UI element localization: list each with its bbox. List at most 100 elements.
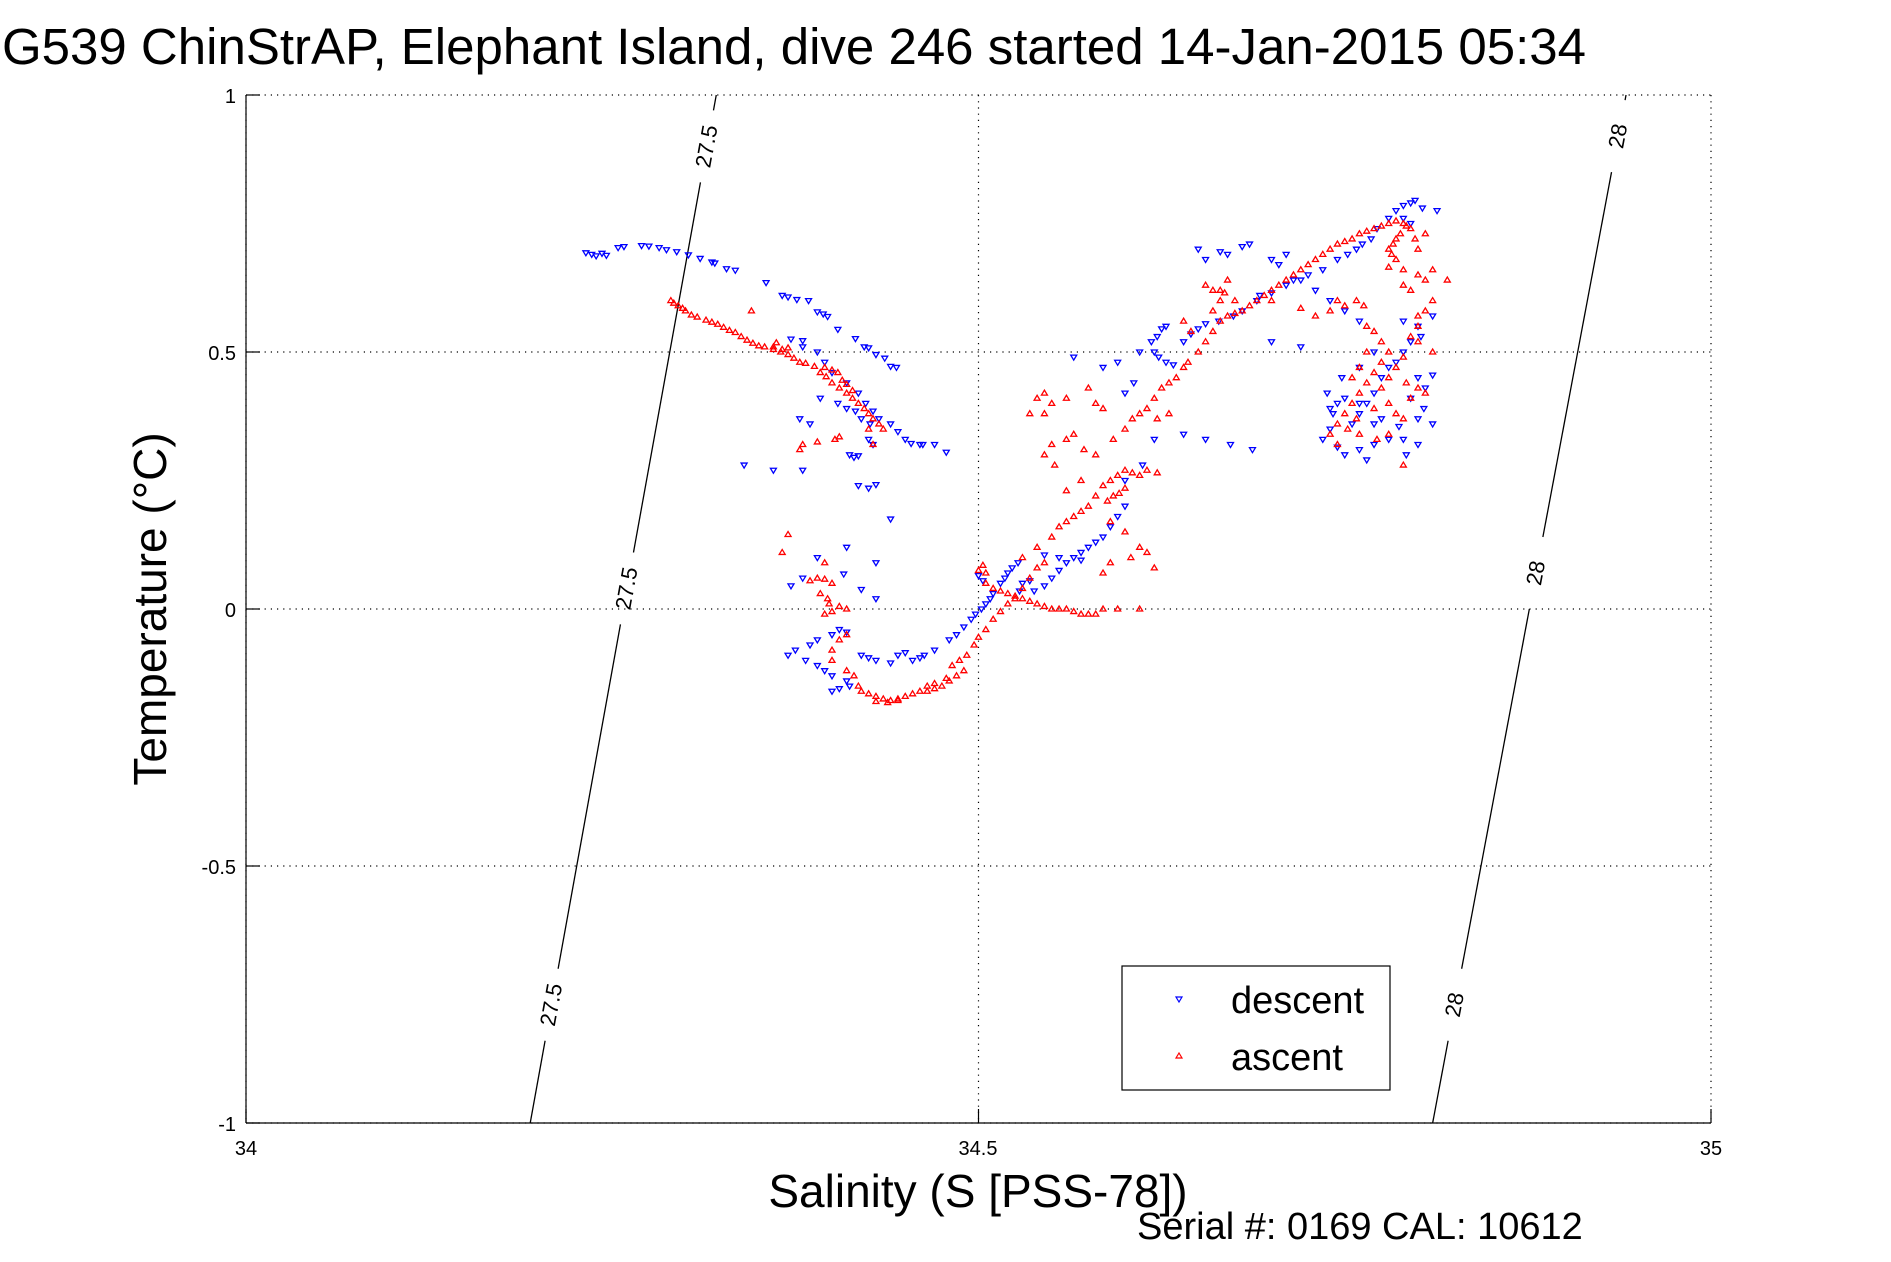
data-point-descent xyxy=(637,242,646,250)
x-axis-label: Salinity (S [PSS-78]) xyxy=(768,1165,1187,1217)
data-point-ascent xyxy=(1384,373,1393,381)
data-point-ascent xyxy=(719,323,728,330)
data-point-descent xyxy=(871,596,881,603)
data-point-ascent xyxy=(1252,296,1261,304)
data-point-ascent xyxy=(1355,429,1364,437)
data-point-ascent xyxy=(857,686,866,694)
data-point-descent xyxy=(798,338,807,345)
data-point-ascent xyxy=(798,440,807,448)
data-point-ascent xyxy=(820,363,829,371)
data-point-ascent xyxy=(1311,311,1320,319)
data-point-descent xyxy=(1296,344,1305,352)
data-point-descent xyxy=(952,632,961,639)
data-point-descent xyxy=(861,400,870,408)
data-point-descent xyxy=(833,400,843,408)
data-point-ascent xyxy=(1384,244,1393,252)
data-point-descent xyxy=(1113,359,1122,367)
data-point-descent xyxy=(1113,513,1122,521)
data-point-descent xyxy=(1120,477,1130,485)
data-point-descent xyxy=(1201,321,1210,328)
data-point-ascent xyxy=(981,568,990,576)
data-point-ascent xyxy=(1109,491,1118,499)
data-point-descent xyxy=(842,544,851,552)
data-point-descent xyxy=(786,336,796,344)
data-point-ascent xyxy=(923,686,932,694)
data-point-descent xyxy=(1399,215,1408,223)
data-point-ascent xyxy=(1120,527,1130,535)
data-point-ascent xyxy=(893,696,903,704)
data-point-descent xyxy=(722,266,731,273)
data-point-ascent xyxy=(874,419,884,427)
data-point-descent xyxy=(978,578,988,585)
data-point-ascent xyxy=(1362,322,1371,329)
data-point-descent xyxy=(1391,359,1401,367)
data-point-ascent xyxy=(1164,409,1174,417)
data-point-descent xyxy=(1008,565,1017,573)
data-point-ascent xyxy=(1062,393,1071,401)
data-point-ascent xyxy=(1032,599,1042,607)
data-point-descent xyxy=(801,657,810,665)
data-point-descent xyxy=(918,441,927,449)
data-point-ascent xyxy=(1179,316,1188,324)
data-point-ascent xyxy=(1047,532,1056,540)
data-point-ascent xyxy=(737,332,746,340)
data-point-descent xyxy=(1413,441,1423,449)
data-point-descent xyxy=(1340,452,1349,460)
data-point-descent xyxy=(1076,549,1086,557)
data-point-ascent xyxy=(772,338,781,346)
data-point-ascent xyxy=(1333,296,1342,304)
data-point-descent xyxy=(1154,354,1163,362)
data-point-ascent xyxy=(930,684,939,692)
data-point-descent xyxy=(1161,323,1171,331)
data-point-ascent xyxy=(1126,553,1136,561)
data-point-descent xyxy=(1226,441,1235,449)
data-point-descent xyxy=(1413,416,1423,424)
data-point-descent xyxy=(974,572,983,580)
data-point-ascent xyxy=(821,372,831,380)
data-point-ascent xyxy=(1267,286,1276,293)
data-point-descent xyxy=(827,688,837,696)
x-tick-label: 34.5 xyxy=(959,1138,998,1160)
data-point-descent xyxy=(1245,241,1254,249)
data-point-descent xyxy=(813,554,822,562)
data-point-descent xyxy=(783,294,793,302)
data-point-descent xyxy=(874,416,884,424)
data-point-ascent xyxy=(747,306,756,314)
data-point-ascent xyxy=(820,574,829,582)
data-point-descent xyxy=(1421,385,1430,393)
data-point-ascent xyxy=(978,561,988,568)
data-point-ascent xyxy=(1113,471,1122,479)
data-point-descent xyxy=(942,449,951,457)
data-point-ascent xyxy=(827,378,837,386)
data-point-ascent xyxy=(1413,270,1423,278)
data-point-ascent xyxy=(1428,347,1437,355)
data-point-ascent xyxy=(1369,368,1379,376)
data-point-descent xyxy=(672,249,681,257)
data-point-ascent xyxy=(1069,429,1078,437)
data-point-descent xyxy=(1040,552,1049,560)
data-point-descent xyxy=(1362,400,1371,408)
data-point-descent xyxy=(971,611,980,619)
data-point-descent xyxy=(1000,575,1010,583)
data-point-ascent xyxy=(969,640,979,648)
legend-descent-label: descent xyxy=(1231,980,1365,1022)
data-point-ascent xyxy=(1076,476,1086,484)
data-point-ascent xyxy=(1062,486,1071,494)
data-point-descent xyxy=(1084,544,1093,552)
data-point-descent xyxy=(1333,400,1342,408)
data-point-ascent xyxy=(795,358,804,365)
data-point-ascent xyxy=(1120,465,1130,473)
isopycnal-label: 28 xyxy=(1440,990,1469,1019)
isopycnal-line xyxy=(1624,94,1627,101)
data-point-ascent xyxy=(989,615,998,622)
data-point-descent xyxy=(820,359,829,367)
data-point-descent xyxy=(1201,256,1210,264)
data-point-descent xyxy=(1394,423,1404,431)
data-point-descent xyxy=(1303,272,1313,280)
data-point-ascent xyxy=(1098,481,1108,489)
isopycnal-line xyxy=(1542,171,1613,538)
data-point-descent xyxy=(1311,287,1320,295)
data-point-ascent xyxy=(1238,306,1247,314)
data-point-descent xyxy=(1377,416,1386,424)
legend: descent ascent xyxy=(1121,965,1391,1091)
